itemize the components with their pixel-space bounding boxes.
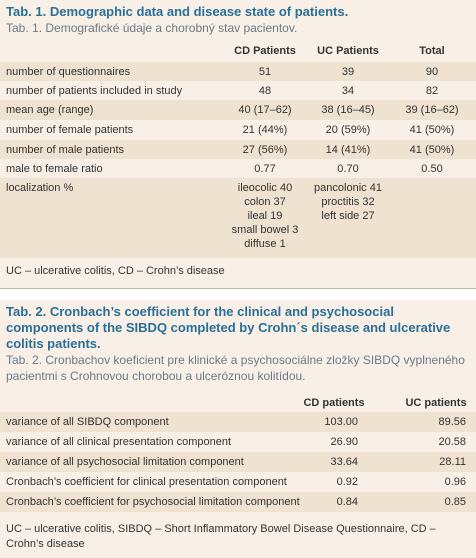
- row-label: number of male patients: [6, 144, 125, 156]
- table-subtitle: Tab. 2. Cronbachov koeficient pre klinic…: [6, 353, 465, 383]
- table-title: Tab. 1. Demographic data and disease sta…: [6, 4, 349, 19]
- header-row: CD Patients UC Patients Total: [0, 42, 476, 58]
- cell: 0.84: [336, 496, 358, 508]
- cell-line: pancolonic 41: [314, 182, 382, 194]
- cell: 41 (50%): [409, 144, 455, 156]
- cell: pancolonic 41 proctitis 32 left side 27: [298, 181, 398, 223]
- column-header: CD patients: [303, 397, 365, 409]
- cell: 39: [341, 66, 355, 78]
- cell: 0.70: [337, 163, 359, 175]
- cell-line: small bowel 3: [231, 224, 299, 236]
- cell: 0.96: [444, 476, 466, 488]
- cell: 39 (16–62): [405, 104, 459, 116]
- cell: 21 (44%): [242, 124, 288, 136]
- row-label: Cronbach’s coefficient for psychosocial …: [6, 496, 300, 508]
- cell: 90: [425, 66, 439, 78]
- cell: 20 (59%): [325, 124, 371, 136]
- cell: 40 (17–62): [238, 104, 292, 116]
- header-row: CD patients UC patients: [0, 394, 476, 410]
- table-row: localization % ileocolic 40 colon 37 ileal …: [0, 178, 476, 258]
- cell: 38 (16–45): [321, 104, 375, 116]
- cell-line: colon 37: [244, 196, 286, 208]
- footnote: UC – ulcerative colitis, CD – Crohn’s di…: [6, 265, 225, 277]
- table-row: number of male patients 27 (56%) 14 (41%) 4…: [0, 140, 476, 159]
- table-row: variance of all psychosocial limitation …: [0, 452, 476, 472]
- cell: 27 (56%): [242, 144, 288, 156]
- cell: 33.64: [330, 456, 358, 468]
- table-row: number of patients included in study 48 34…: [0, 81, 476, 100]
- cell: 51: [258, 66, 272, 78]
- row-label: localization %: [6, 182, 74, 194]
- table-1: Tab. 1. Demographic data and disease sta…: [0, 0, 476, 288]
- column-header: UC patients: [405, 397, 467, 409]
- row-label: number of patients included in study: [6, 85, 183, 97]
- cell-line: diffuse 1: [244, 238, 286, 250]
- table-subtitle: Tab. 1. Demografické údaje a chorobný st…: [6, 21, 298, 35]
- column-header: UC Patients: [317, 45, 379, 57]
- cell: 28.11: [439, 456, 466, 468]
- row-label: Cronbach’s coefficient for clinical pres…: [6, 476, 287, 488]
- column-header: Total: [419, 45, 445, 57]
- table-row: variance of all SIBDQ component 103.00 89.…: [0, 412, 476, 432]
- cell: 0.85: [444, 496, 466, 508]
- row-label: variance of all SIBDQ component: [6, 416, 169, 428]
- cell: 26.90: [330, 436, 358, 448]
- row-label: mean age (range): [6, 104, 94, 116]
- cell: 0.50: [421, 163, 443, 175]
- cell: 82: [425, 85, 439, 97]
- table-row: number of questionnaires 51 39 90: [0, 62, 476, 81]
- cell: 0.92: [336, 476, 358, 488]
- table-row: variance of all clinical presentation co…: [0, 432, 476, 452]
- table-row: number of female patients 21 (44%) 20 (59%…: [0, 120, 476, 140]
- cell-line: ileocolic 40: [237, 182, 293, 194]
- cell: 14 (41%): [325, 144, 371, 156]
- table-row: mean age (range) 40 (17–62) 38 (16–45) 39 (…: [0, 100, 476, 120]
- row-label: variance of all psychosocial limitation …: [6, 456, 244, 468]
- cell-line: left side 27: [321, 210, 375, 222]
- table-row: Cronbach’s coefficient for psychosocial …: [0, 492, 476, 512]
- column-header: CD Patients: [234, 45, 296, 57]
- cell: 20.58: [438, 436, 466, 448]
- footnote: UC – ulcerative colitis, SIBDQ – Short I…: [6, 523, 436, 550]
- row-label: male to female ratio: [6, 163, 103, 175]
- row-label: number of female patients: [6, 124, 134, 136]
- cell: 48: [258, 85, 272, 97]
- table-2: Tab. 2. Cronbach’s coefficient for the c…: [0, 300, 476, 558]
- cell: 34: [341, 85, 355, 97]
- table-row: male to female ratio 0.77 0.70 0.50: [0, 159, 476, 178]
- row-label: variance of all clinical presentation co…: [6, 436, 232, 448]
- row-label: number of questionnaires: [6, 66, 131, 78]
- cell: 41 (50%): [409, 124, 455, 136]
- table-row: Cronbach’s coefficient for clinical pres…: [0, 472, 476, 492]
- cell-line: proctitis 32: [321, 196, 375, 208]
- separator: [0, 288, 476, 289]
- cell-line: ileal 19: [247, 210, 283, 222]
- cell: 103.00: [324, 416, 358, 428]
- cell: 89.56: [438, 416, 466, 428]
- table-title: Tab. 2. Cronbach’s coefficient for the c…: [6, 304, 451, 351]
- cell: 0.77: [254, 163, 276, 175]
- cell: ileocolic 40 colon 37 ileal 19 small bowel …: [215, 181, 315, 251]
